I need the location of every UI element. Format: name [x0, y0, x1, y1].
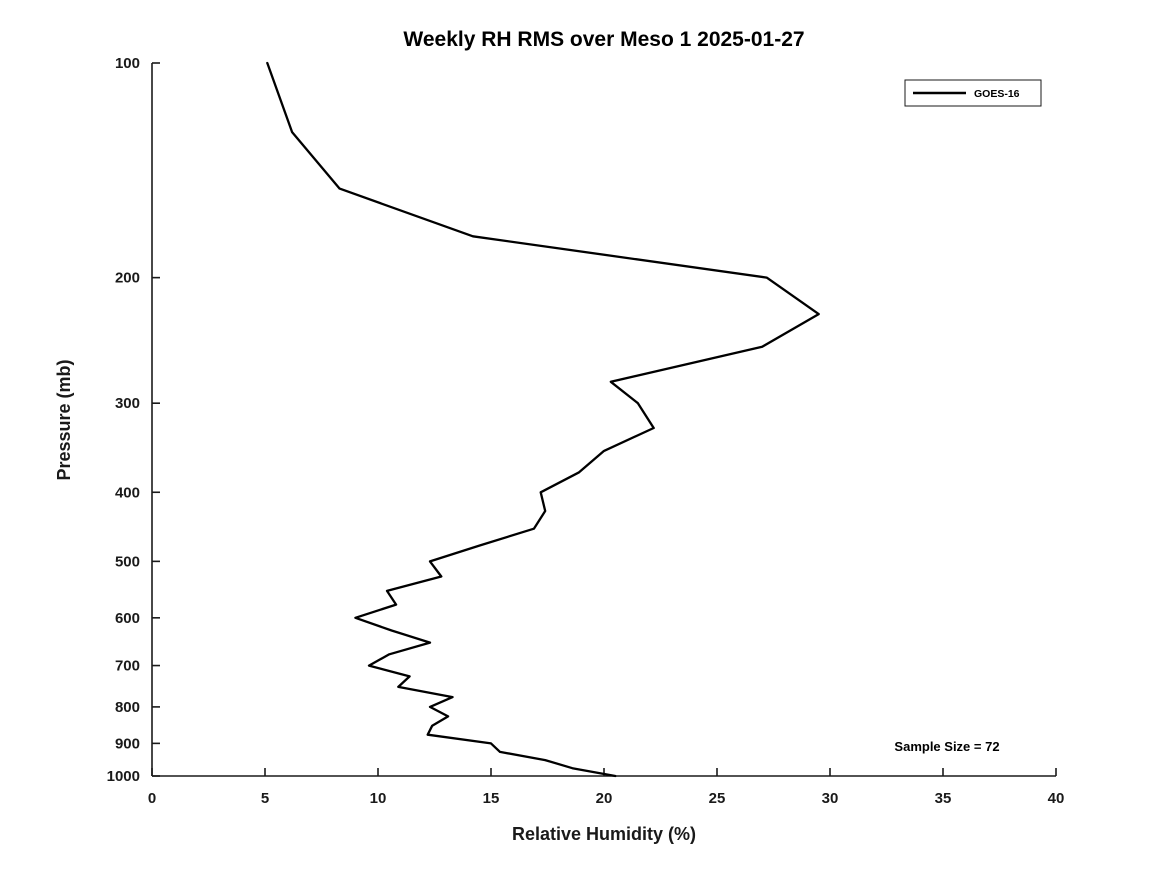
chart-title: Weekly RH RMS over Meso 1 2025-01-27: [403, 28, 804, 51]
legend: GOES-16: [904, 79, 1042, 107]
x-tick-label: 20: [596, 790, 613, 807]
y-tick-label: 300: [115, 395, 140, 412]
x-tick-label: 5: [261, 790, 269, 807]
series-line-goes16: [266, 61, 820, 778]
y-axis-ticks: 100 200 300 400 500 600 700 800 900 1000: [107, 55, 160, 785]
y-tick-label: 1000: [107, 768, 140, 785]
x-tick-label: 40: [1048, 790, 1065, 807]
y-tick-label: 600: [115, 610, 140, 627]
x-tick-label: 25: [709, 790, 726, 807]
y-tick-label: 200: [115, 270, 140, 287]
legend-label: GOES-16: [974, 88, 1020, 100]
x-tick-label: 30: [822, 790, 839, 807]
x-axis-label: Relative Humidity (%): [512, 824, 696, 844]
y-tick-label: 800: [115, 699, 140, 716]
x-tick-label: 10: [370, 790, 387, 807]
y-tick-label: 100: [115, 55, 140, 72]
x-tick-label: 15: [483, 790, 500, 807]
x-tick-label: 35: [935, 790, 952, 807]
sample-size-annotation: Sample Size = 72: [894, 739, 999, 754]
y-tick-label: 500: [115, 553, 140, 570]
axes: [151, 63, 1056, 777]
y-tick-label: 900: [115, 735, 140, 752]
x-tick-label: 0: [148, 790, 156, 807]
x-axis-ticks: 0 5 10 15 20 25 30 35 40: [148, 768, 1065, 807]
y-tick-label: 700: [115, 658, 140, 675]
y-tick-label: 400: [115, 484, 140, 501]
y-axis-label: Pressure (mb): [54, 359, 74, 480]
